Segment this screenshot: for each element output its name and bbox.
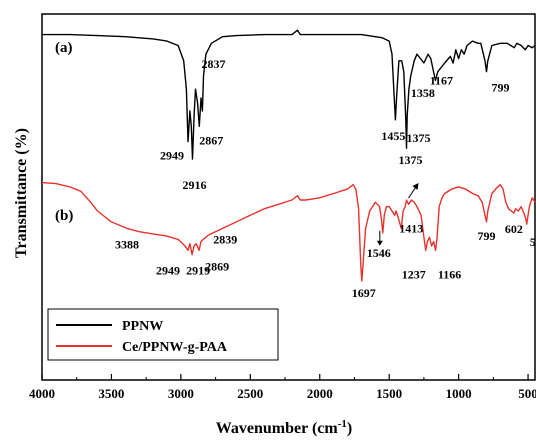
peak-label: 1167 [430,73,453,87]
peak-label: 1697 [352,286,376,300]
x-tick-label: 500 [518,386,536,401]
peak-label: 602 [505,222,523,236]
peak-label: 799 [478,229,496,243]
peak-label: 2869 [205,259,229,273]
arrow-1546-head [376,240,383,246]
legend-box [47,308,279,361]
panel-label-b: (b) [55,208,73,224]
peak-label: 2837 [202,57,226,71]
peak-label: 1166 [438,267,461,281]
peak-label: 799 [492,81,510,95]
peak-label: 1455 [381,129,405,143]
peak-label: 2916 [183,178,207,192]
peak-label: 3388 [115,237,139,251]
peak-label: 2949 [160,149,184,163]
x-tick-label: 2000 [307,386,333,401]
series-line-ppnw [42,29,536,160]
arrow-1375-head [412,183,419,190]
peak-label: 1237 [402,267,426,281]
x-axis-title-sup: -1 [338,418,347,430]
peak-label: 2919 [186,264,210,278]
x-axis-title-main: Wavenumber (cm [216,420,339,437]
peak-label: 1375 [407,131,431,145]
x-tick-label: 1500 [376,386,402,401]
x-tick-label: 4000 [29,386,55,401]
peak-label: 1358 [411,86,435,100]
y-axis-title: Transmittance (%) [13,128,30,258]
x-tick-label: 2500 [237,386,263,401]
peak-label: 510 [530,235,536,249]
legend: PPNW Ce/PPNW-g-PAA [47,308,279,361]
panel-label-a: (a) [55,40,73,56]
series-layer [41,29,536,282]
x-axis-title-close: ) [347,420,352,437]
peak-label: 2949 [156,263,180,277]
plot-frame [41,13,536,381]
peak-label: 2867 [199,133,223,147]
peak-label: 2839 [213,232,237,246]
x-axis-title: Wavenumber (cm-1) [216,418,352,437]
x-tick-label: 3500 [98,386,124,401]
series-line-ce-ppnw-g-paa [41,181,536,282]
legend-label-ppnw: PPNW [122,319,163,334]
x-tick-label: 3000 [168,386,194,401]
peak-label: 1546 [367,246,391,260]
x-tick-label: 1000 [446,386,472,401]
peak-annotations: 2949291628672837145513751358116779933882… [115,57,536,300]
legend-label-ce-ppnw-g-paa: Ce/PPNW-g-PAA [122,340,228,355]
peak-label: 1413 [399,221,423,235]
peak-label: 1375 [399,153,423,167]
plot-border [41,13,536,381]
x-axis-ticks: 4000 3500 3000 2500 2000 1500 1000 500 [29,374,536,401]
